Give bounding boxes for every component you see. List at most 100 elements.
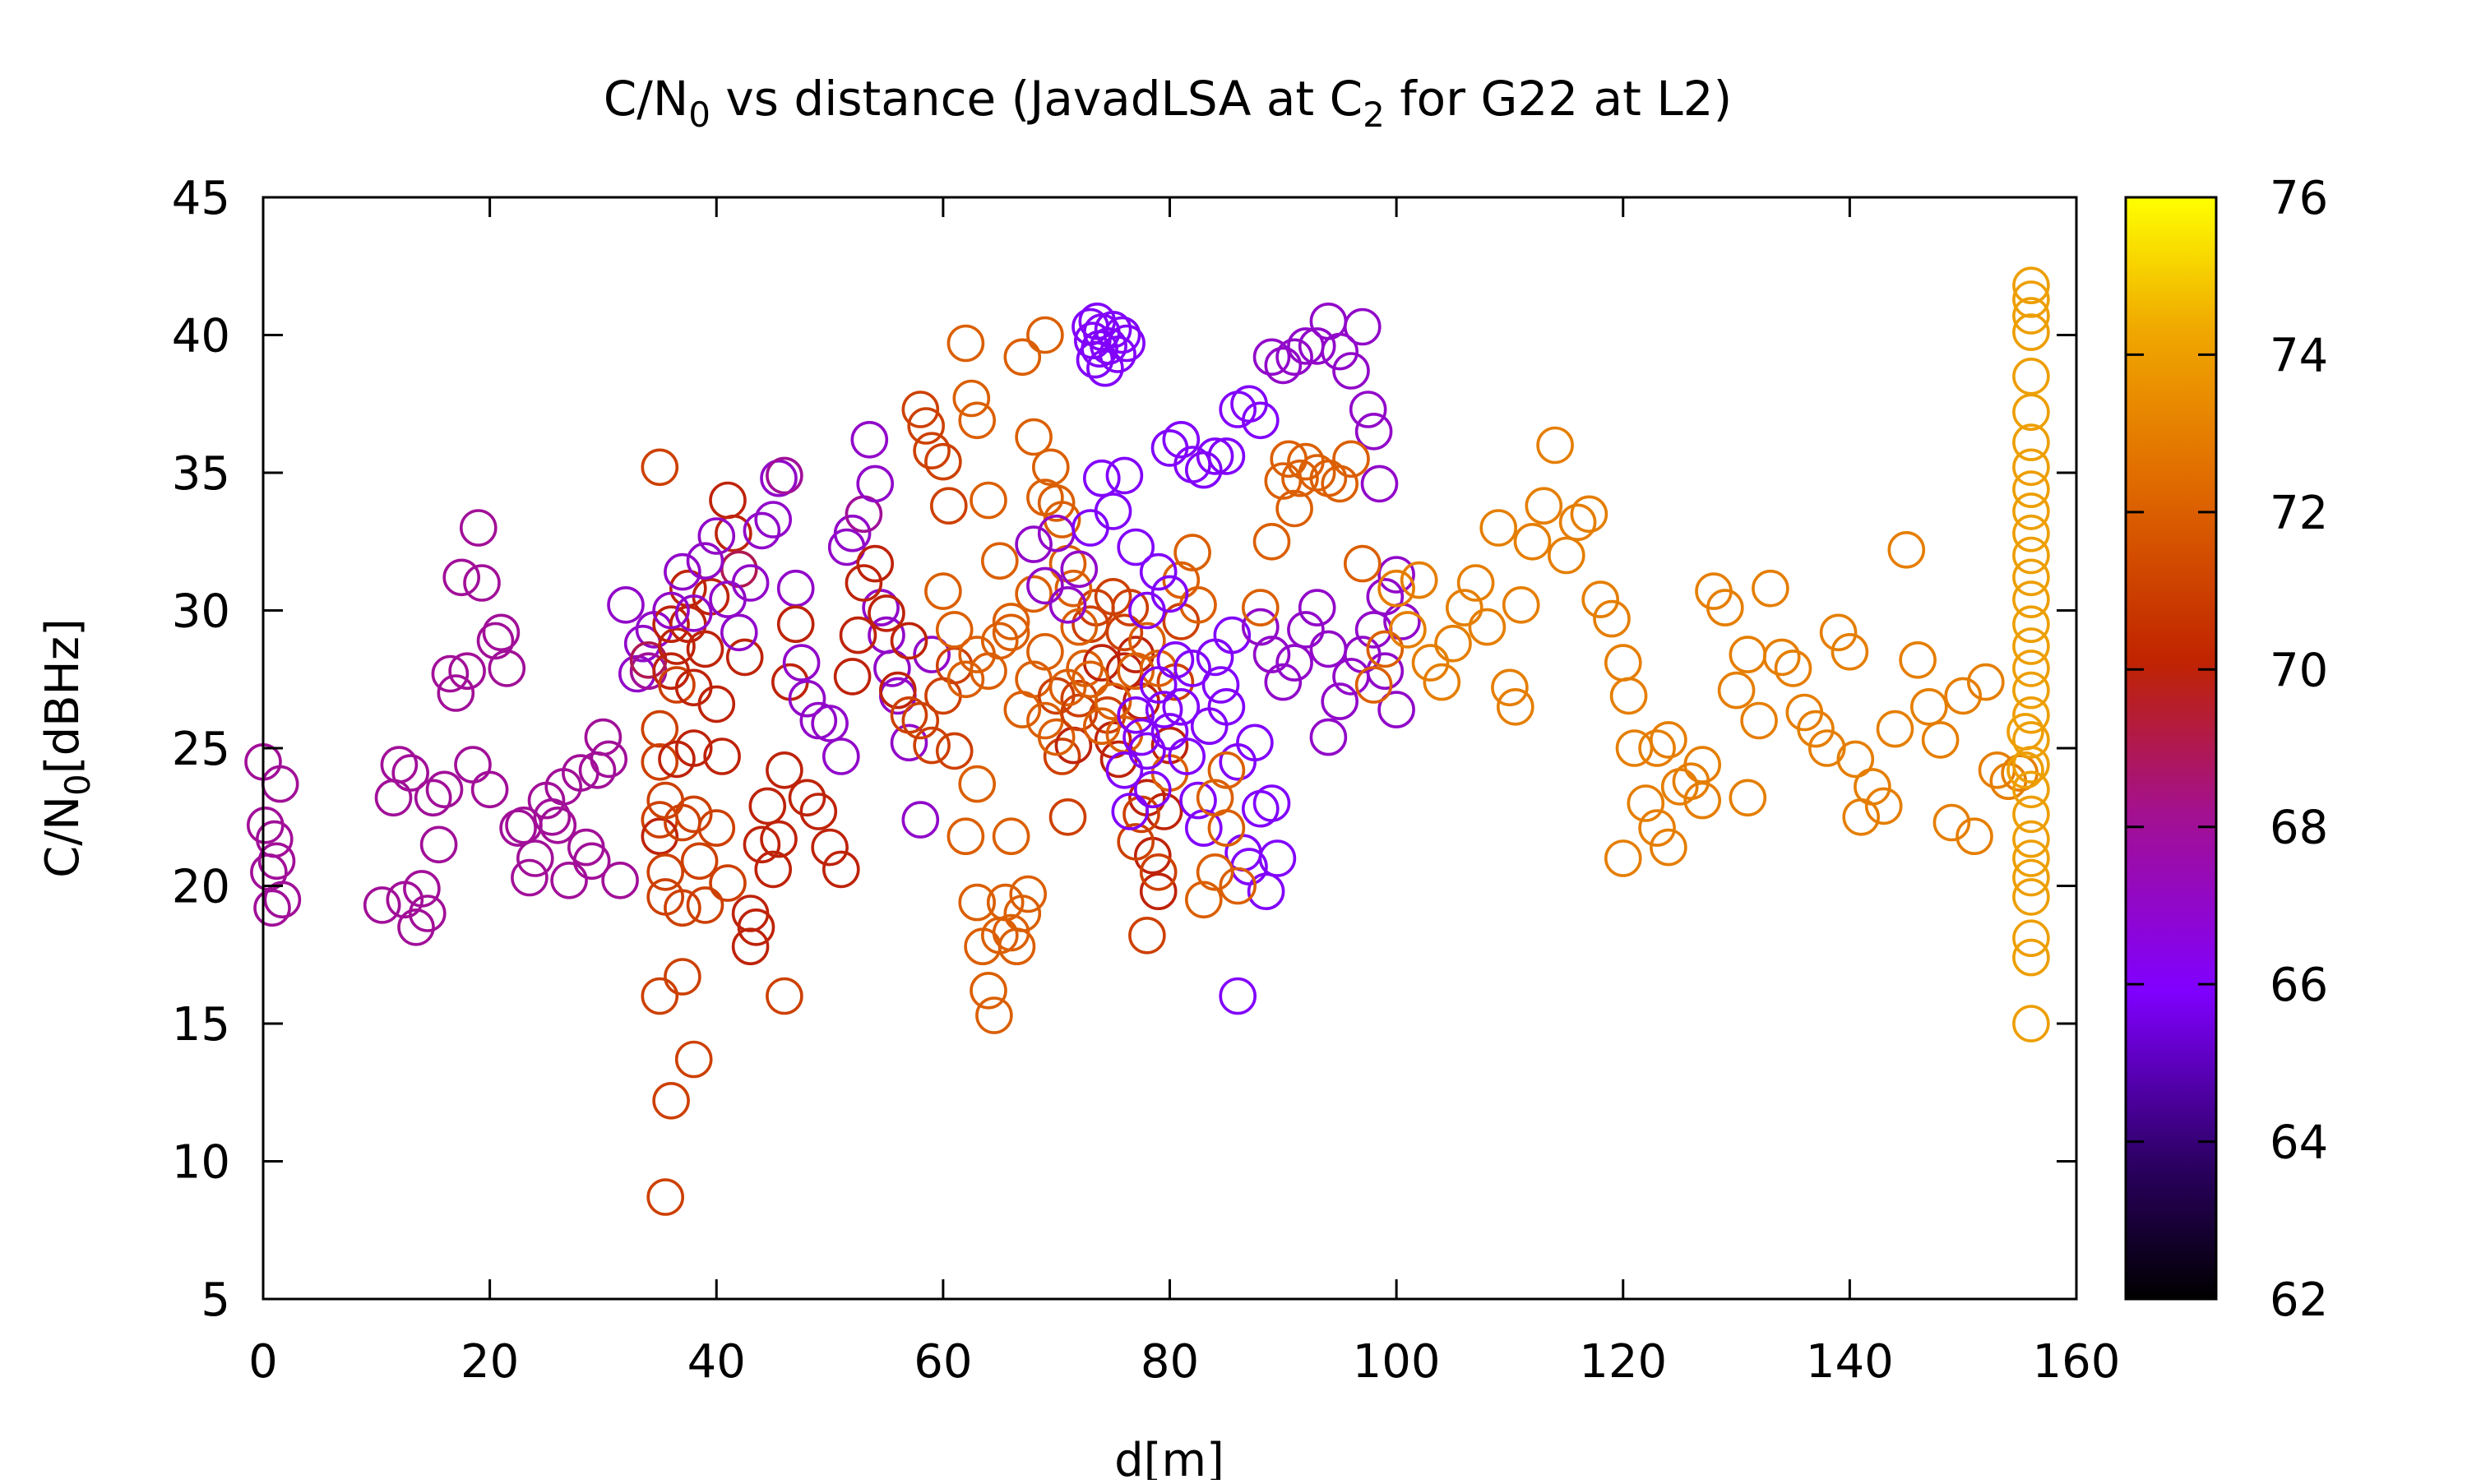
data-point [1411,644,1450,682]
data-point [686,886,724,924]
colorbar-tick-label: 74 [2270,329,2328,382]
data-point [511,858,548,897]
data-point [958,401,996,440]
data-point [1854,768,1891,806]
data-point [1179,585,1217,624]
data-point [1252,784,1291,822]
data-point [833,514,872,552]
data-point [1196,437,1234,475]
data-point [868,594,905,632]
data-point [658,666,696,704]
data-point [766,751,803,789]
data-point [1932,803,1971,842]
data-point [1876,710,1914,748]
data-point [901,801,940,839]
data-point [408,895,447,932]
data-point [1377,556,1415,594]
y-tick-label: 30 [172,585,230,639]
data-point [776,569,815,608]
data-point [652,605,690,644]
chart-title: C/N0 vs distance (JavadLSA at C2 for G22… [604,71,1732,135]
data-point [992,603,1030,640]
data-point [715,514,752,552]
data-point [1887,530,1926,569]
data-point [913,432,951,470]
data-point [1275,489,1313,528]
y-axis: 5 10 15 20 25 30 35 40 45 [172,172,2076,1327]
data-point [2012,795,2050,834]
data-point [2012,297,2050,335]
data-point [1332,440,1370,478]
data-point [1015,660,1053,699]
data-point [1321,682,1358,720]
data-point [2012,423,2050,461]
data-point [391,754,430,792]
data-point [1219,867,1257,905]
data-point [686,630,724,668]
data-point [1581,580,1619,618]
x-tick-label: 20 [461,1335,519,1389]
data-point [2012,1005,2050,1042]
data-point [1808,729,1846,767]
data-point [454,746,492,784]
data-point [1252,522,1291,561]
data-point [1321,332,1358,371]
data-point [2012,580,2050,618]
data-point [1060,693,1099,732]
data-point [981,622,1019,660]
data-point [1015,525,1053,563]
data-point [1819,613,1858,652]
data-point [1479,509,1517,547]
data-point [1468,608,1507,646]
data-point [2012,514,2050,552]
data-point [1344,307,1382,346]
data-point [1650,828,1687,867]
data-point [992,613,1030,652]
data-point [1048,585,1087,624]
colorbar-tick-label: 64 [2270,1116,2328,1170]
data-point [1247,872,1285,910]
data-point [1108,324,1146,363]
data-point [947,660,985,699]
data-point [686,542,724,580]
data-point [1609,677,1648,715]
data-point [1054,569,1093,608]
data-point [255,820,294,858]
colorbar-tick-label: 68 [2270,802,2328,855]
data-point [674,594,713,632]
data-point [1105,456,1144,495]
data-point [935,732,974,770]
data-point [1117,636,1155,673]
data-point [641,710,679,748]
data-point [1083,459,1121,497]
data-point [890,622,928,660]
data-point [958,765,996,803]
data-point [674,795,713,834]
data-point [2012,280,2050,318]
data-point [703,737,741,775]
colorbar-tick-label: 66 [2270,959,2328,1012]
data-point [658,627,696,665]
data-point [766,456,803,495]
data-point [1103,316,1141,354]
data-point [1099,335,1136,373]
data-point [1899,640,1937,679]
data-point [463,564,501,602]
data-point [2012,770,2050,809]
data-point [1593,599,1631,638]
data-point [2012,627,2050,665]
data-point [607,585,645,624]
data-point [1173,534,1211,571]
data-point [1105,613,1144,652]
data-point [856,544,894,583]
data-point [652,591,690,630]
data-point [992,817,1030,856]
data-point [1168,737,1206,775]
data-point [845,564,883,602]
data-point [1525,487,1563,525]
data-point [1026,632,1064,671]
data-point [2012,650,2050,687]
data-point [1921,721,1960,759]
data-point [1037,718,1076,756]
data-point [1139,552,1178,591]
